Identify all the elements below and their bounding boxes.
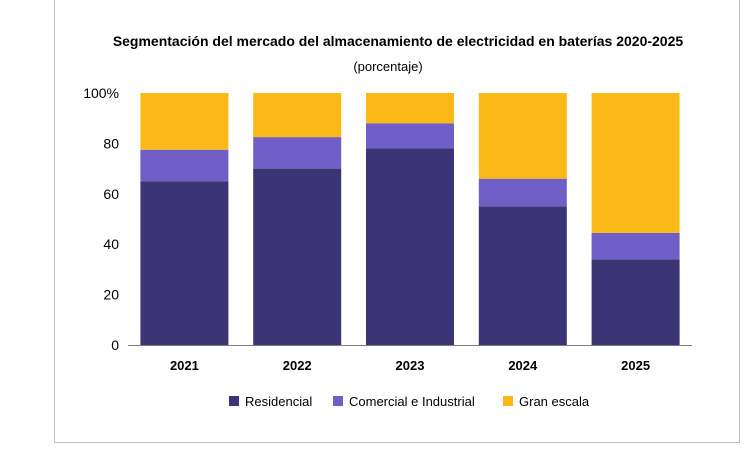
bar-residencial-2025 [591,259,680,345]
bar-residencial-2023 [366,148,454,345]
bar-residencial-2024 [478,206,567,345]
y-tick-label: 80 [103,135,119,151]
legend-label: Gran escala [519,394,590,409]
y-tick-label: 0 [111,337,119,353]
x-tick-label: 2025 [621,358,650,373]
bar-comercial-e-industrial-2024 [478,178,567,207]
bar-gran-escala-2021 [140,93,229,150]
bar-gran-escala-2024 [478,93,567,179]
chart-subtitle: (porcentaje) [353,59,422,74]
bar-comercial-e-industrial-2023 [366,123,454,149]
legend-label: Residencial [245,394,312,409]
y-tick-label: 20 [103,287,119,303]
bar-comercial-e-industrial-2021 [140,149,229,182]
bar-comercial-e-industrial-2025 [591,232,680,260]
x-tick-label: 2021 [170,358,199,373]
legend-label: Comercial e Industrial [349,394,475,409]
bars [140,93,680,345]
chart-title: Segmentación del mercado del almacenamie… [113,33,684,49]
bar-gran-escala-2023 [366,93,454,124]
bar-comercial-e-industrial-2022 [253,137,342,169]
y-axis: 0 20 40 60 80 100% [83,85,119,353]
bar-residencial-2022 [253,168,342,345]
legend-swatch [333,396,343,406]
legend-swatch [229,396,239,406]
y-tick-label: 100% [83,85,119,101]
y-tick-label: 40 [103,236,119,252]
bar-gran-escala-2025 [591,93,680,233]
legend-swatch [503,396,513,406]
bar-residencial-2021 [140,181,229,345]
x-axis: 2021 2022 2023 2024 2025 [128,345,692,373]
x-tick-label: 2023 [396,358,425,373]
bar-gran-escala-2022 [253,93,342,138]
y-tick-label: 60 [103,186,119,202]
x-tick-label: 2024 [508,358,538,373]
legend: Residencial Comercial e Industrial Gran es… [229,394,590,409]
x-tick-label: 2022 [283,358,312,373]
